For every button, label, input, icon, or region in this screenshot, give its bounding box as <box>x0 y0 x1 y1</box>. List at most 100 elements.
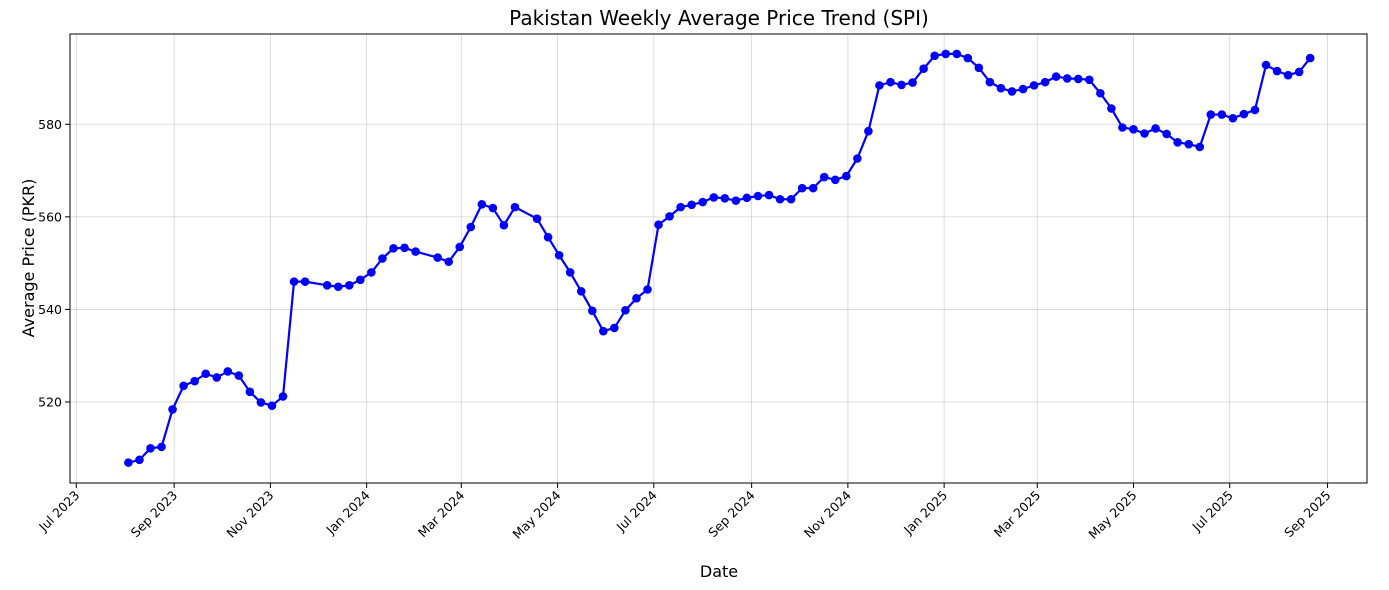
data-point <box>1206 110 1216 119</box>
data-point <box>621 306 630 315</box>
data-point <box>676 202 685 212</box>
x-tick-label: Mar 2025 <box>991 488 1044 541</box>
data-point <box>996 83 1006 93</box>
data-point <box>930 51 939 61</box>
data-point <box>1184 139 1193 149</box>
x-tick-label: Jan 2024 <box>323 487 373 537</box>
data-point <box>256 398 266 407</box>
plot-frame <box>69 33 1368 484</box>
data-point <box>367 268 376 277</box>
data-point <box>1096 88 1105 98</box>
data-point <box>278 392 288 401</box>
y-axis: 520 540 560 580 <box>38 117 70 409</box>
data-point <box>1283 70 1293 80</box>
data-point <box>466 222 476 232</box>
data-point <box>234 371 244 380</box>
data-point <box>146 443 155 453</box>
x-tick-label: Jul 2024 <box>613 487 660 534</box>
data-point <box>1140 129 1149 138</box>
data-point <box>643 285 652 294</box>
data-point <box>157 442 166 452</box>
data-point <box>1085 75 1094 85</box>
data-point <box>201 369 210 379</box>
data-point <box>1239 109 1249 119</box>
data-point <box>1217 110 1227 119</box>
data-point <box>135 455 144 465</box>
data-point <box>842 171 851 181</box>
data-point <box>897 80 906 90</box>
data-point <box>300 277 310 286</box>
data-point <box>1261 60 1271 70</box>
data-point <box>632 294 641 303</box>
data-point <box>411 247 420 256</box>
data-point <box>1118 123 1127 132</box>
data-point <box>1007 87 1017 96</box>
data-point <box>1040 77 1050 87</box>
data-point <box>267 401 277 411</box>
data-point <box>654 220 663 230</box>
grid-lines <box>70 34 1367 483</box>
data-point <box>974 63 984 73</box>
data-point <box>952 49 962 59</box>
data-point <box>1051 72 1061 81</box>
data-point <box>433 253 442 262</box>
data-point <box>212 373 222 382</box>
data-point <box>875 81 884 90</box>
x-tick-label: May 2024 <box>509 487 563 541</box>
data-point <box>808 183 818 193</box>
data-point <box>775 194 785 204</box>
data-point <box>543 232 553 242</box>
data-point <box>168 405 177 414</box>
data-point <box>753 191 763 201</box>
data-point <box>344 281 354 290</box>
x-axis-label: Date <box>700 562 738 581</box>
y-tick-label: 540 <box>38 302 62 317</box>
data-point <box>322 281 332 290</box>
data-point <box>731 196 741 205</box>
data-point <box>124 458 133 467</box>
series-group <box>124 49 1315 467</box>
x-tick-label: Jan 2025 <box>900 488 950 538</box>
data-point <box>886 77 895 87</box>
data-point <box>499 220 509 230</box>
x-tick-label: Nov 2024 <box>801 487 854 540</box>
data-point <box>764 190 774 200</box>
data-point <box>1107 104 1116 113</box>
data-point <box>941 49 951 59</box>
data-point <box>1272 66 1282 76</box>
data-point <box>1029 81 1039 90</box>
data-point <box>698 197 708 207</box>
data-point <box>400 243 409 253</box>
chart-title: Pakistan Weekly Average Price Trend (SPI… <box>509 6 929 30</box>
data-point <box>245 387 255 397</box>
data-point <box>1228 113 1238 123</box>
y-axis-label: Average Price (PKR) <box>19 179 38 338</box>
data-point <box>488 203 498 213</box>
data-point <box>565 268 575 277</box>
data-point <box>720 194 730 203</box>
data-point <box>1162 129 1171 139</box>
data-point <box>190 376 199 386</box>
data-point <box>510 202 520 212</box>
data-point <box>289 277 299 286</box>
data-point <box>908 78 917 87</box>
data-point <box>223 367 233 376</box>
x-tick-label: Mar 2024 <box>415 487 468 540</box>
y-tick-label: 560 <box>38 209 62 224</box>
x-axis: Jul 2023 Sep 2023 Nov 2023 Jan 2024 Mar 2024… <box>35 483 1334 542</box>
data-point <box>687 200 696 210</box>
data-point <box>576 287 586 296</box>
data-point <box>853 154 862 163</box>
data-point <box>963 53 973 63</box>
data-point <box>709 193 719 202</box>
data-point <box>554 250 564 260</box>
data-point <box>179 381 188 391</box>
data-point <box>444 257 453 267</box>
data-point <box>333 282 343 292</box>
data-point <box>742 193 752 203</box>
data-point <box>1195 142 1205 152</box>
x-tick-label: Sep 2025 <box>1281 488 1334 541</box>
data-point <box>389 244 398 253</box>
data-point <box>864 126 873 136</box>
